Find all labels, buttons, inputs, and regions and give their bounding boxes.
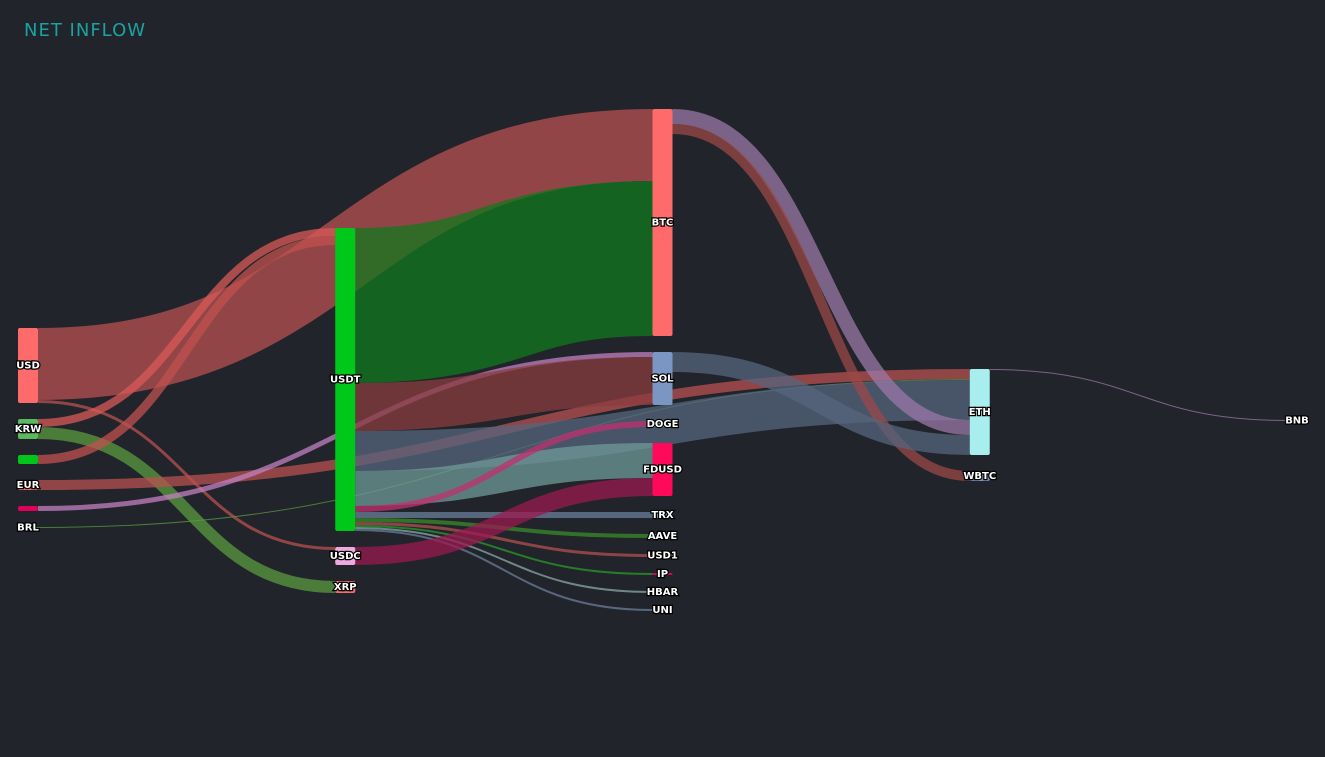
node-label: WBTC	[963, 471, 996, 482]
node	[652, 421, 673, 427]
link	[354, 181, 654, 383]
node	[652, 512, 673, 518]
node	[969, 369, 990, 455]
node	[18, 506, 38, 511]
node	[652, 573, 673, 575]
node	[335, 228, 356, 531]
node-label: USDT	[330, 375, 361, 386]
link	[355, 525, 653, 575]
node	[652, 109, 673, 336]
node-label: BRL	[17, 523, 39, 534]
link	[37, 236, 336, 464]
link	[355, 357, 653, 431]
node-label: SOL	[651, 374, 674, 385]
node	[652, 591, 673, 593]
link	[355, 443, 653, 506]
node-label: XRP	[334, 582, 357, 593]
node-label: ETH	[969, 407, 991, 418]
node-label: UNI	[652, 605, 672, 616]
node-label: IP	[657, 569, 668, 580]
link	[672, 109, 970, 435]
node-label: USD1	[647, 551, 678, 562]
chart-title: NET INFLOW	[24, 20, 146, 41]
node-label: FDUSD	[643, 465, 682, 476]
link	[355, 421, 653, 512]
node	[1287, 420, 1307, 421]
links	[37, 109, 1288, 611]
node	[652, 534, 673, 538]
node-label: EUR	[17, 480, 40, 491]
link	[355, 522, 653, 557]
link	[355, 478, 653, 565]
node	[652, 443, 673, 496]
node-label: DOGE	[647, 419, 679, 430]
node	[652, 352, 673, 405]
link	[355, 529, 653, 611]
node	[18, 328, 38, 403]
node-label: BTC	[652, 218, 674, 229]
nodes: USD KRW EUR BRL USDT USDC XRP BTC SOL DOGE FDUSD TR…	[14, 109, 1310, 617]
node	[18, 527, 38, 528]
node	[969, 471, 990, 481]
link	[37, 427, 336, 593]
node-label: BNB	[1285, 416, 1309, 427]
node	[335, 581, 356, 593]
node-label: USDC	[330, 551, 361, 562]
node	[335, 547, 356, 565]
node	[18, 480, 38, 490]
node-label: HBAR	[647, 587, 679, 598]
link	[672, 124, 970, 481]
node-label: KRW	[15, 424, 41, 435]
node-label: TRX	[651, 510, 674, 521]
node	[652, 554, 673, 557]
link	[355, 527, 653, 593]
node	[18, 455, 38, 464]
link	[989, 369, 1288, 421]
link	[672, 352, 970, 455]
link	[37, 228, 336, 427]
node-label: USD	[16, 361, 40, 372]
node-label: AAVE	[648, 531, 678, 542]
node	[652, 609, 673, 611]
node	[18, 419, 38, 439]
